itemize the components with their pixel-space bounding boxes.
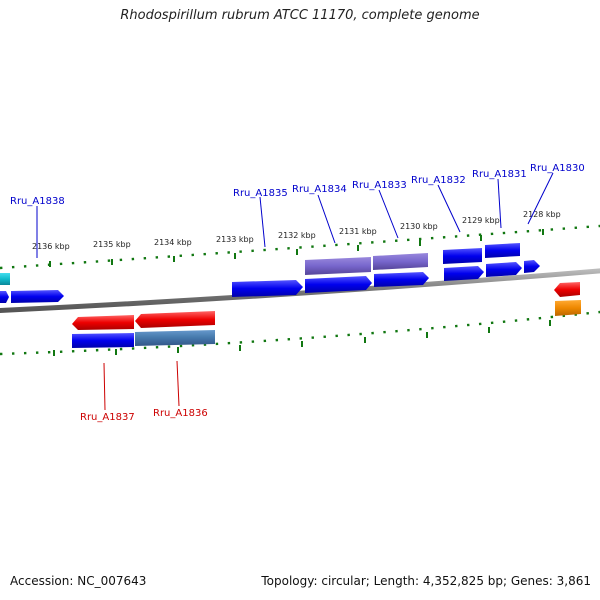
leader-line-rru-a1830 — [527, 172, 554, 225]
tick-label: 2129 kbp — [462, 216, 500, 225]
tick-label: 2132 kbp — [278, 231, 316, 240]
leader-line-rru-a1832 — [437, 184, 461, 233]
accession-text: Accession: NC_007643 — [10, 574, 147, 588]
gene-partial-left-blue[interactable] — [0, 291, 9, 303]
gene-block-rru-a1835[interactable] — [232, 280, 303, 297]
gene-block-rru-a1833-upper[interactable] — [373, 253, 428, 270]
tick-labels: 2136 kbp 2135 kbp 2134 kbp 2133 kbp 2132… — [32, 210, 561, 251]
gene-partial-left-upper[interactable] — [0, 273, 10, 285]
gene-block-rru-a1837-red[interactable] — [72, 315, 134, 330]
gene-block-rru-a1836-red[interactable] — [135, 311, 215, 328]
forward-tick-ruler — [0, 224, 600, 270]
gene-label-rru-a1837[interactable]: Rru_A1837 — [80, 412, 135, 423]
reverse-tick-ruler — [0, 310, 600, 356]
gene-label-rru-a1834[interactable]: Rru_A1834 — [292, 184, 347, 195]
tick-label: 2134 kbp — [154, 238, 192, 247]
gene-block-rru-a1830[interactable] — [524, 260, 540, 273]
gene-label-rru-a1836[interactable]: Rru_A1836 — [153, 408, 208, 419]
gene-label-rru-a1833[interactable]: Rru_A1833 — [352, 180, 407, 191]
gene-label-rru-a1831[interactable]: Rru_A1831 — [472, 169, 527, 180]
gene-block-rru-a1837-blue[interactable] — [72, 333, 134, 348]
gene-block-right-red[interactable] — [554, 282, 580, 297]
forward-genes — [0, 243, 540, 303]
gene-block-rru-a1832-upper[interactable] — [443, 248, 482, 264]
tick-label: 2136 kbp — [32, 242, 70, 251]
gene-block-right-orange[interactable] — [555, 300, 581, 316]
reverse-tick-dots — [0, 310, 600, 356]
gene-label-rru-a1835[interactable]: Rru_A1835 — [233, 188, 288, 199]
gene-block-rru-a1832-lower[interactable] — [444, 266, 484, 281]
gene-block-rru-a1834-upper[interactable] — [305, 257, 371, 275]
genome-summary-text: Topology: circular; Length: 4,352,825 bp… — [261, 574, 591, 588]
genome-title: Rhodospirillum rubrum ATCC 11170, comple… — [120, 8, 480, 23]
gene-block-rru-a1833-lower[interactable] — [374, 272, 429, 287]
leader-line-rru-a1837 — [103, 362, 106, 411]
tick-label: 2135 kbp — [93, 240, 131, 249]
label-leaders — [36, 172, 554, 411]
tick-label: 2131 kbp — [339, 227, 377, 236]
gene-block-rru-a1834-lower[interactable] — [305, 276, 372, 293]
gene-block-rru-a1838[interactable] — [11, 290, 64, 303]
leader-line-rru-a1835 — [259, 196, 266, 248]
leader-line-rru-a1833 — [378, 189, 399, 239]
gene-label-rru-a1838[interactable]: Rru_A1838 — [10, 196, 65, 207]
gene-label-rru-a1830[interactable]: Rru_A1830 — [530, 163, 585, 174]
tick-label: 2128 kbp — [523, 210, 561, 219]
reverse-genes — [72, 282, 581, 348]
gene-block-rru-a1836-steel[interactable] — [135, 330, 215, 346]
tick-label: 2130 kbp — [400, 222, 438, 231]
gene-labels: Rru_A1838 Rru_A1835 Rru_A1834 Rru_A1833 … — [10, 163, 585, 423]
leader-line-rru-a1834 — [317, 194, 336, 244]
genome-backbone — [0, 268, 600, 314]
gene-block-rru-a1831-lower[interactable] — [486, 262, 522, 277]
leader-line-rru-a1836 — [176, 360, 180, 407]
gene-block-rru-a1831-upper[interactable] — [485, 243, 520, 258]
gene-label-rru-a1832[interactable]: Rru_A1832 — [411, 175, 466, 186]
leader-line-rru-a1831 — [497, 178, 502, 229]
tick-label: 2133 kbp — [216, 235, 254, 244]
forward-tick-dots — [0, 224, 600, 270]
